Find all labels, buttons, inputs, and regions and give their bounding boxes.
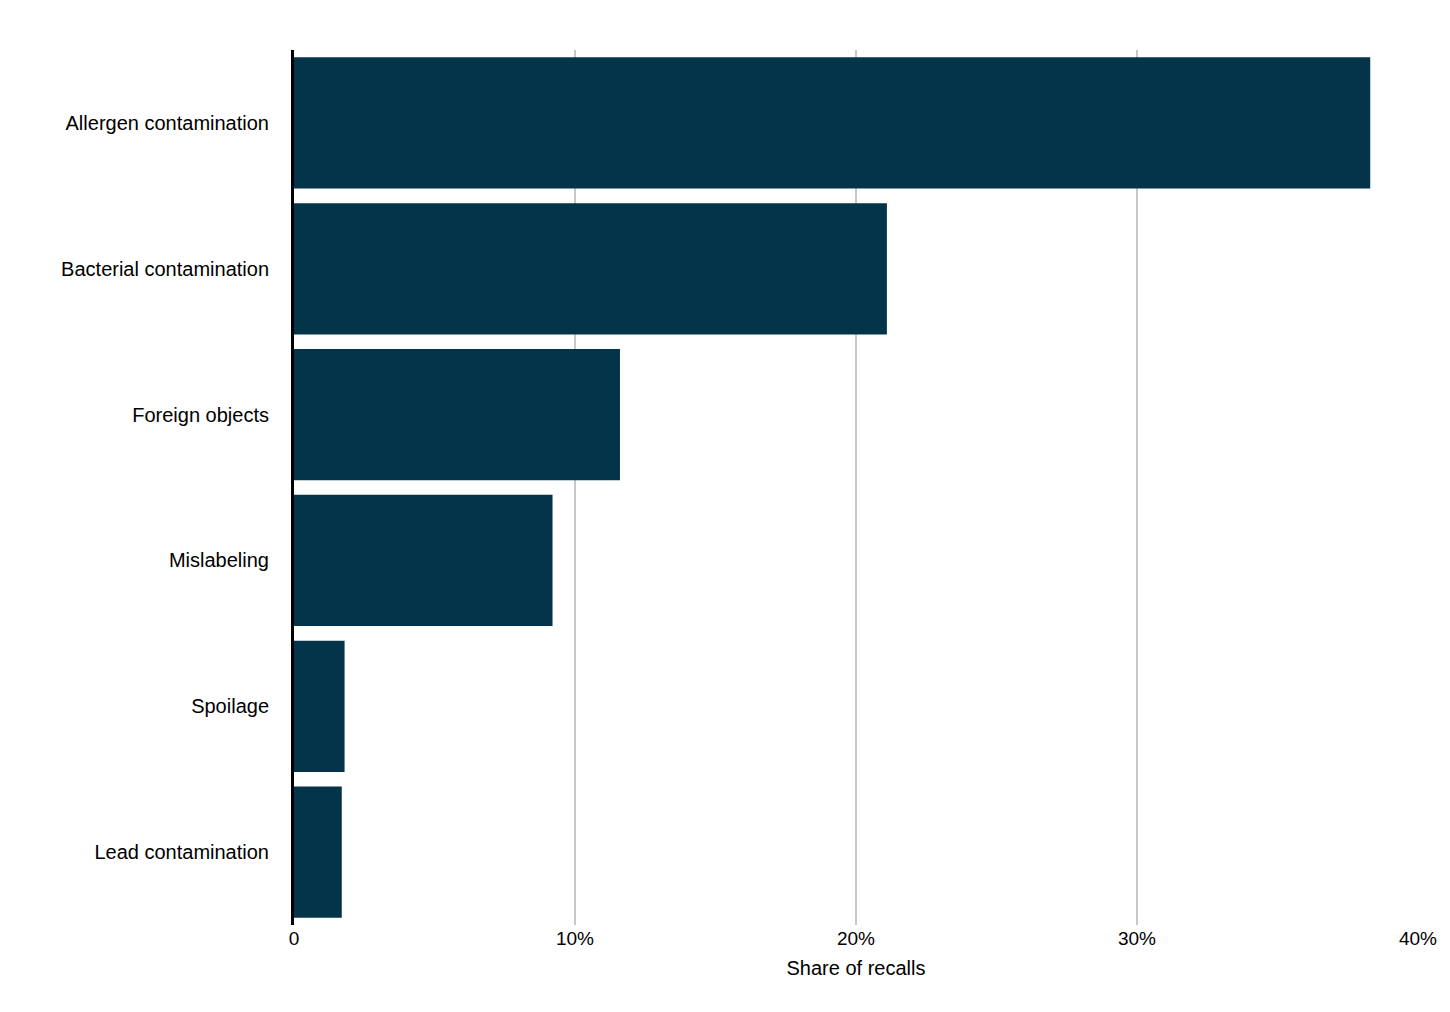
- svg-text:Bacterial contamination: Bacterial contamination: [61, 258, 269, 280]
- svg-text:10%: 10%: [556, 928, 594, 949]
- svg-text:Spoilage: Spoilage: [191, 695, 269, 717]
- svg-text:Allergen contamination: Allergen contamination: [66, 112, 269, 134]
- svg-text:Mislabeling: Mislabeling: [169, 549, 269, 571]
- svg-text:30%: 30%: [1118, 928, 1156, 949]
- svg-text:20%: 20%: [837, 928, 875, 949]
- svg-text:Share of recalls: Share of recalls: [787, 957, 926, 979]
- svg-text:0: 0: [289, 928, 300, 949]
- svg-text:Lead contamination: Lead contamination: [94, 841, 269, 863]
- svg-text:40%: 40%: [1399, 928, 1437, 949]
- svg-text:Foreign objects: Foreign objects: [132, 404, 269, 426]
